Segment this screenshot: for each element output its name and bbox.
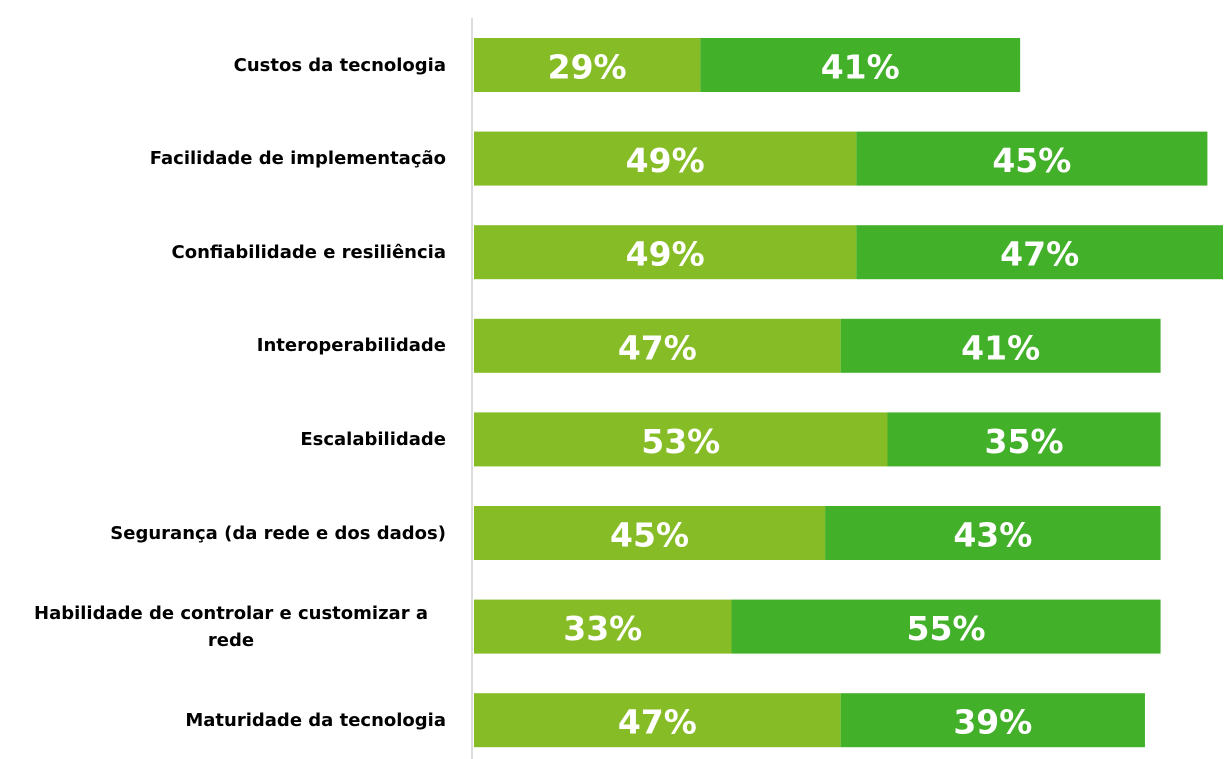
bar-segment [825,506,1161,560]
category-label: Maturidade da tecnologia [185,709,446,731]
category-label: Interoperabilidade [256,335,446,357]
value-label: 47% [618,703,697,742]
bar-segment [840,693,1145,748]
value-label: 45% [610,516,689,555]
category-label-box: Confiabilidade e resiliência [172,222,446,282]
bar-segment [474,225,857,280]
category-label: Escalabilidade [300,428,446,450]
bar-segment [474,131,857,186]
value-label: 55% [907,609,986,648]
value-label: 33% [563,609,642,648]
value-label: 49% [626,141,705,180]
bar-segment [474,599,732,654]
category-label: Confiabilidade e resiliência [171,241,446,263]
bar-segment [474,412,888,467]
bar-segment [474,318,841,373]
category-label: Custos da tecnologia [233,54,446,76]
bar-segment [700,38,1021,92]
value-label: 43% [953,516,1032,555]
category-label-box: Interoperabilidade [257,316,446,376]
value-label: 41% [821,48,900,87]
category-label-box: Maturidade da tecnologia [185,690,446,750]
bar-segment [856,225,1223,280]
bar-segment [474,693,841,748]
bar-segment [731,599,1161,654]
value-label: 53% [641,422,720,461]
value-label: 39% [953,703,1032,742]
bar-segment [474,38,701,92]
value-label: 41% [961,328,1040,367]
value-label: 49% [626,235,705,274]
category-label: Habilidade de controlar e customizar a r… [34,602,428,651]
bar-segment [840,318,1161,373]
category-label-box: Segurança (da rede e dos dados) [110,503,446,563]
value-label: 45% [992,141,1071,180]
category-label: Facilidade de implementação [149,148,446,170]
value-label: 29% [548,48,627,87]
value-label: 47% [618,328,697,367]
category-label-box: Habilidade de controlar e customizar a r… [16,597,446,657]
category-label: Segurança (da rede e dos dados) [110,522,446,544]
value-label: 47% [1000,235,1079,274]
category-label-box: Facilidade de implementação [150,129,446,189]
category-label-box: Custos da tecnologia [234,35,446,95]
bar-segment [474,506,826,560]
bar-segment [856,131,1208,186]
category-label-box: Escalabilidade [300,409,446,469]
bar-segment [887,412,1161,467]
value-label: 35% [985,422,1064,461]
